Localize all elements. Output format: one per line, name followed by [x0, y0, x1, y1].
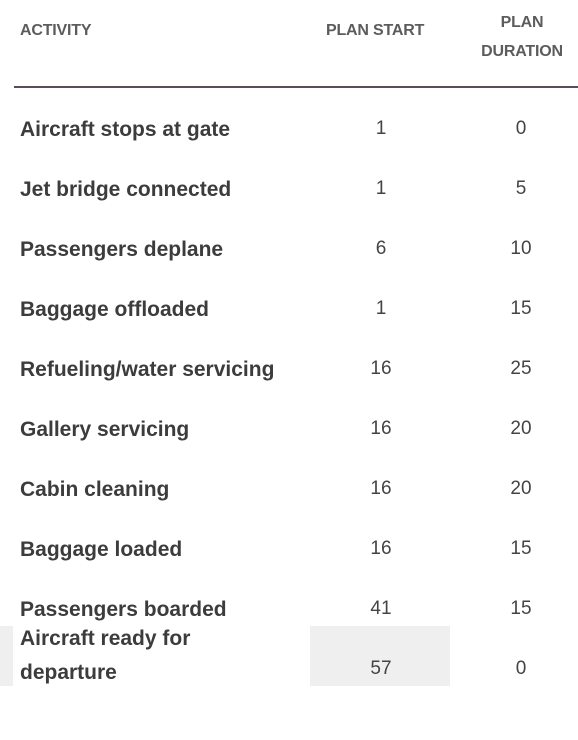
- column-header-activity: ACTIVITY: [20, 22, 92, 39]
- table-header: ACTIVITY PLAN START PLAN DURATION: [0, 0, 578, 90]
- plan-start-cell: 57: [370, 658, 392, 679]
- plan-duration-cell: 5: [515, 178, 527, 199]
- plan-duration-cell: 25: [510, 358, 532, 379]
- activity-cell: Baggage loaded: [20, 538, 183, 561]
- plan-duration-cell: 15: [510, 298, 532, 319]
- row-highlight-start-cell: [310, 626, 450, 686]
- plan-duration-cell: 20: [510, 478, 532, 499]
- header-divider: [14, 86, 578, 88]
- plan-start-cell: 6: [375, 238, 387, 259]
- plan-duration-cell: 15: [510, 538, 532, 559]
- plan-start-cell: 16: [370, 538, 392, 559]
- column-header-plan-start: PLAN START: [326, 22, 425, 39]
- plan-duration-cell: 15: [510, 598, 532, 619]
- plan-start-cell: 16: [370, 478, 392, 499]
- plan-duration-cell: 0: [515, 118, 527, 139]
- row-highlight-left: [0, 626, 13, 686]
- activity-cell: Passengers boarded: [20, 598, 227, 621]
- plan-start-cell: 16: [370, 358, 392, 379]
- activity-cell: Cabin cleaning: [20, 478, 170, 501]
- activity-cell: Gallery servicing: [20, 418, 190, 441]
- activity-cell: Jet bridge connected: [20, 178, 232, 201]
- plan-start-cell: 1: [375, 298, 387, 319]
- activity-cell: Passengers deplane: [20, 238, 224, 261]
- plan-start-cell: 1: [375, 178, 387, 199]
- plan-start-cell: 41: [370, 598, 392, 619]
- plan-start-cell: 16: [370, 418, 392, 439]
- activity-cell: Baggage offloaded: [20, 298, 210, 321]
- plan-duration-cell: 10: [510, 238, 532, 259]
- plan-duration-cell: 0: [515, 658, 527, 679]
- plan-duration-cell: 20: [510, 418, 532, 439]
- column-header-plan-duration: PLAN DURATION: [481, 14, 563, 60]
- activity-cell: Aircraft stops at gate: [20, 118, 231, 141]
- plan-start-cell: 1: [375, 118, 387, 139]
- activity-cell: Refueling/water servicing: [20, 358, 275, 381]
- activity-cell: Aircraft ready for departure: [20, 627, 191, 684]
